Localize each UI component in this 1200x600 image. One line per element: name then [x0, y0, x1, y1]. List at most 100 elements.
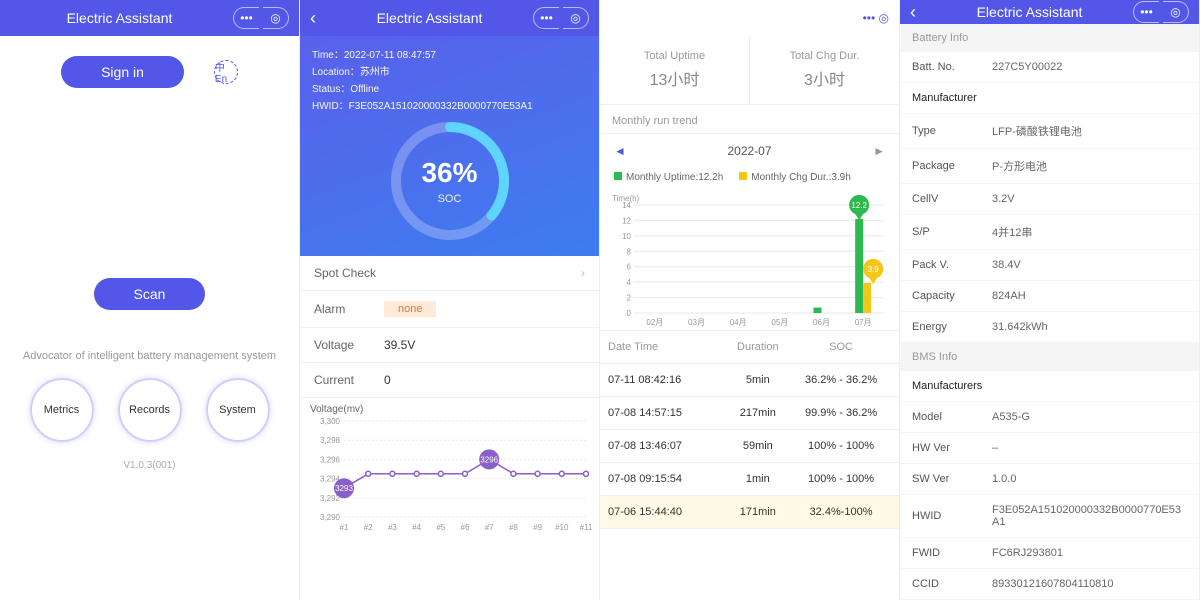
svg-text:#9: #9 [533, 523, 542, 532]
svg-text:8: 8 [627, 247, 632, 256]
cell-soc: 32.4%-100% [791, 506, 891, 518]
info-key: Model [912, 411, 992, 423]
bms-info-header: BMS Info [900, 343, 1199, 371]
uptime-value: 13小时 [600, 66, 749, 90]
svg-text:05月: 05月 [771, 318, 788, 327]
soc-gauge: 36% SOC [385, 116, 515, 246]
table-row[interactable]: 07-08 09:15:541min100% - 100% [600, 463, 899, 496]
svg-text:3296: 3296 [480, 456, 498, 465]
info-value: – [992, 442, 1187, 454]
cell-datetime: 07-08 14:57:15 [608, 407, 725, 419]
svg-text:02月: 02月 [646, 318, 663, 327]
svg-text:#1: #1 [340, 523, 349, 532]
soc-percent: 36% [421, 157, 477, 189]
back-icon[interactable]: ‹ [910, 2, 930, 23]
info-row: PackageP-方形电池 [900, 149, 1199, 184]
table-row[interactable]: 07-06 15:44:40171min32.4%-100% [600, 496, 899, 529]
nav-circles: Metrics Records System [32, 380, 268, 440]
info-value: 824AH [992, 290, 1187, 302]
back-icon[interactable]: ‹ [310, 8, 330, 29]
info-key: FWID [912, 547, 992, 559]
svg-text:#11: #11 [580, 523, 592, 532]
info-value: 38.4V [992, 259, 1187, 271]
info-row: CCID89330121607804110810 [900, 569, 1199, 600]
cell-duration: 1min [725, 473, 792, 485]
legend-chg-swatch [739, 172, 747, 180]
cell-datetime: 07-08 09:15:54 [608, 473, 725, 485]
info-row: Batt. No.227C5Y00022 [900, 52, 1199, 83]
info-value: 89330121607804110810 [992, 578, 1187, 590]
stats-row: Total Uptime 13小时 Total Chg Dur. 3小时 [600, 36, 899, 105]
table-row[interactable]: 07-11 08:42:165min36.2% - 36.2% [600, 364, 899, 397]
soc-label: SOC [438, 193, 462, 205]
th-duration: Duration [725, 341, 792, 353]
status-value: Offline [350, 84, 379, 95]
hwid-label: HWID： [312, 101, 349, 112]
svg-text:06月: 06月 [813, 318, 830, 327]
more-icon[interactable]: ••• [1133, 1, 1159, 23]
legend-uptime-swatch [614, 172, 622, 180]
next-month-icon[interactable]: ► [873, 144, 885, 158]
info-key: Batt. No. [912, 61, 992, 73]
metrics-button[interactable]: Metrics [32, 380, 92, 440]
info-value: 227C5Y00022 [992, 61, 1187, 73]
target-icon[interactable]: ◎ [263, 7, 289, 29]
table-row[interactable]: 07-08 14:57:15217min99.9% - 36.2% [600, 397, 899, 430]
signin-button[interactable]: Sign in [61, 56, 184, 88]
svg-text:#5: #5 [436, 523, 445, 532]
info-row: Manufacturers [900, 371, 1199, 402]
cell-soc: 99.9% - 36.2% [791, 407, 891, 419]
panel-dashboard: ‹ Electric Assistant ••• ◎ Time：2022-07-… [300, 0, 600, 600]
info-key: Manufacturers [912, 380, 992, 392]
info-key: S/P [912, 226, 992, 238]
info-row: HW Ver– [900, 433, 1199, 464]
table-row[interactable]: 07-08 13:46:0759min100% - 100% [600, 430, 899, 463]
svg-text:07月: 07月 [855, 318, 872, 327]
svg-text:6: 6 [627, 263, 632, 272]
system-button[interactable]: System [208, 380, 268, 440]
uptime-stat: Total Uptime 13小时 [600, 36, 750, 104]
svg-text:#2: #2 [364, 523, 373, 532]
voltage-label: Voltage [314, 338, 384, 352]
svg-text:14: 14 [622, 201, 631, 210]
uptime-label: Total Uptime [600, 50, 749, 62]
current-row: Current 0 [300, 363, 599, 398]
time-value: 2022-07-11 08:47:57 [344, 50, 436, 61]
info-row: ModelA535-G [900, 402, 1199, 433]
svg-text:2: 2 [627, 294, 632, 303]
info-value: 3.2V [992, 193, 1187, 205]
app-title: Electric Assistant [330, 10, 529, 26]
info-row: TypeLFP-磷酸铁锂电池 [900, 114, 1199, 149]
chart-legend: Monthly Uptime:12.2h Monthly Chg Dur.:3.… [600, 168, 899, 191]
spot-check-row[interactable]: Spot Check › [300, 256, 599, 291]
table-header: Date Time Duration SOC [600, 331, 899, 364]
target-icon[interactable]: ◎ [1163, 1, 1189, 23]
more-icon[interactable]: ••• [533, 7, 559, 29]
language-icon[interactable]: 中En [214, 60, 238, 84]
chg-value: 3小时 [750, 66, 899, 90]
scan-button[interactable]: Scan [94, 278, 206, 310]
svg-text:12: 12 [622, 216, 631, 225]
svg-text:3.9: 3.9 [868, 265, 880, 274]
info-key: HW Ver [912, 442, 992, 454]
bar-chart: Time(h)0246810121402月03月04月05月06月07月12.2… [600, 191, 899, 331]
app-title: Electric Assistant [930, 4, 1129, 20]
target-icon[interactable]: ◎ [563, 7, 589, 29]
header: ‹ Electric Assistant ••• ◎ [900, 0, 1199, 24]
panel-battery-info: ‹ Electric Assistant ••• ◎ Battery Info … [900, 0, 1200, 600]
info-value: LFP-磷酸铁锂电池 [992, 123, 1187, 139]
info-value: P-方形电池 [992, 158, 1187, 174]
more-icon[interactable]: ••• [233, 7, 259, 29]
svg-text:3,298: 3,298 [320, 437, 341, 446]
svg-text:04月: 04月 [730, 318, 747, 327]
info-key: HWID [912, 510, 992, 522]
spot-check-label: Spot Check [314, 266, 384, 280]
records-button[interactable]: Records [120, 380, 180, 440]
target-icon[interactable]: ◎ [879, 11, 889, 25]
cell-soc: 100% - 100% [791, 440, 891, 452]
location-value: 苏州市 [360, 67, 390, 78]
svg-text:03月: 03月 [688, 318, 705, 327]
prev-month-icon[interactable]: ◄ [614, 144, 626, 158]
more-icon[interactable]: ••• [863, 11, 876, 25]
alarm-value: none [384, 301, 436, 317]
